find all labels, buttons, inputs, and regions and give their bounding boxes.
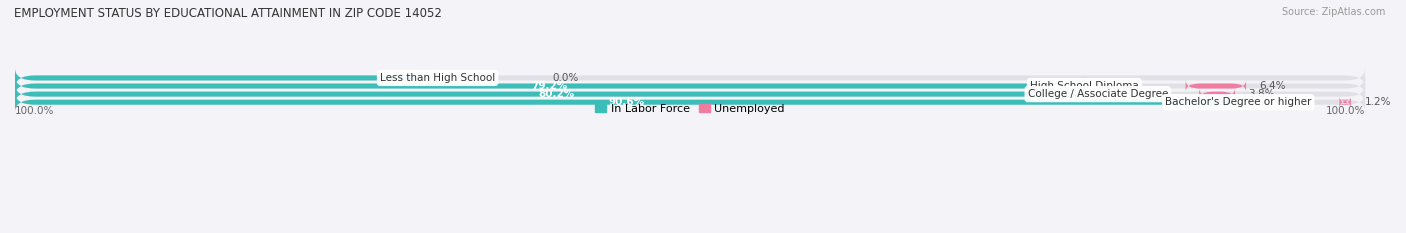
Legend: In Labor Force, Unemployed: In Labor Force, Unemployed <box>591 99 789 118</box>
FancyBboxPatch shape <box>1337 96 1354 108</box>
Text: Bachelor's Degree or higher: Bachelor's Degree or higher <box>1166 97 1312 107</box>
Text: 1.2%: 1.2% <box>1364 97 1391 107</box>
Text: 31.3%: 31.3% <box>391 73 425 83</box>
Text: 6.4%: 6.4% <box>1260 81 1286 91</box>
Text: Source: ZipAtlas.com: Source: ZipAtlas.com <box>1281 7 1385 17</box>
FancyBboxPatch shape <box>15 68 1365 88</box>
Text: Less than High School: Less than High School <box>380 73 495 83</box>
Text: 80.2%: 80.2% <box>538 89 575 99</box>
Text: 79.2%: 79.2% <box>531 81 568 91</box>
FancyBboxPatch shape <box>15 68 437 88</box>
Text: 90.6%: 90.6% <box>609 97 645 107</box>
Text: 0.0%: 0.0% <box>553 73 579 83</box>
FancyBboxPatch shape <box>1185 80 1246 92</box>
Text: High School Diploma: High School Diploma <box>1031 81 1139 91</box>
Text: 100.0%: 100.0% <box>15 106 55 116</box>
FancyBboxPatch shape <box>15 76 1365 96</box>
Text: College / Associate Degree: College / Associate Degree <box>1028 89 1168 99</box>
FancyBboxPatch shape <box>15 85 1365 104</box>
Text: 3.8%: 3.8% <box>1249 89 1275 99</box>
FancyBboxPatch shape <box>15 93 1365 112</box>
FancyBboxPatch shape <box>1199 88 1234 100</box>
FancyBboxPatch shape <box>15 93 1239 112</box>
Text: EMPLOYMENT STATUS BY EDUCATIONAL ATTAINMENT IN ZIP CODE 14052: EMPLOYMENT STATUS BY EDUCATIONAL ATTAINM… <box>14 7 441 20</box>
FancyBboxPatch shape <box>15 85 1098 104</box>
Text: 100.0%: 100.0% <box>1326 106 1365 116</box>
FancyBboxPatch shape <box>15 76 1084 96</box>
